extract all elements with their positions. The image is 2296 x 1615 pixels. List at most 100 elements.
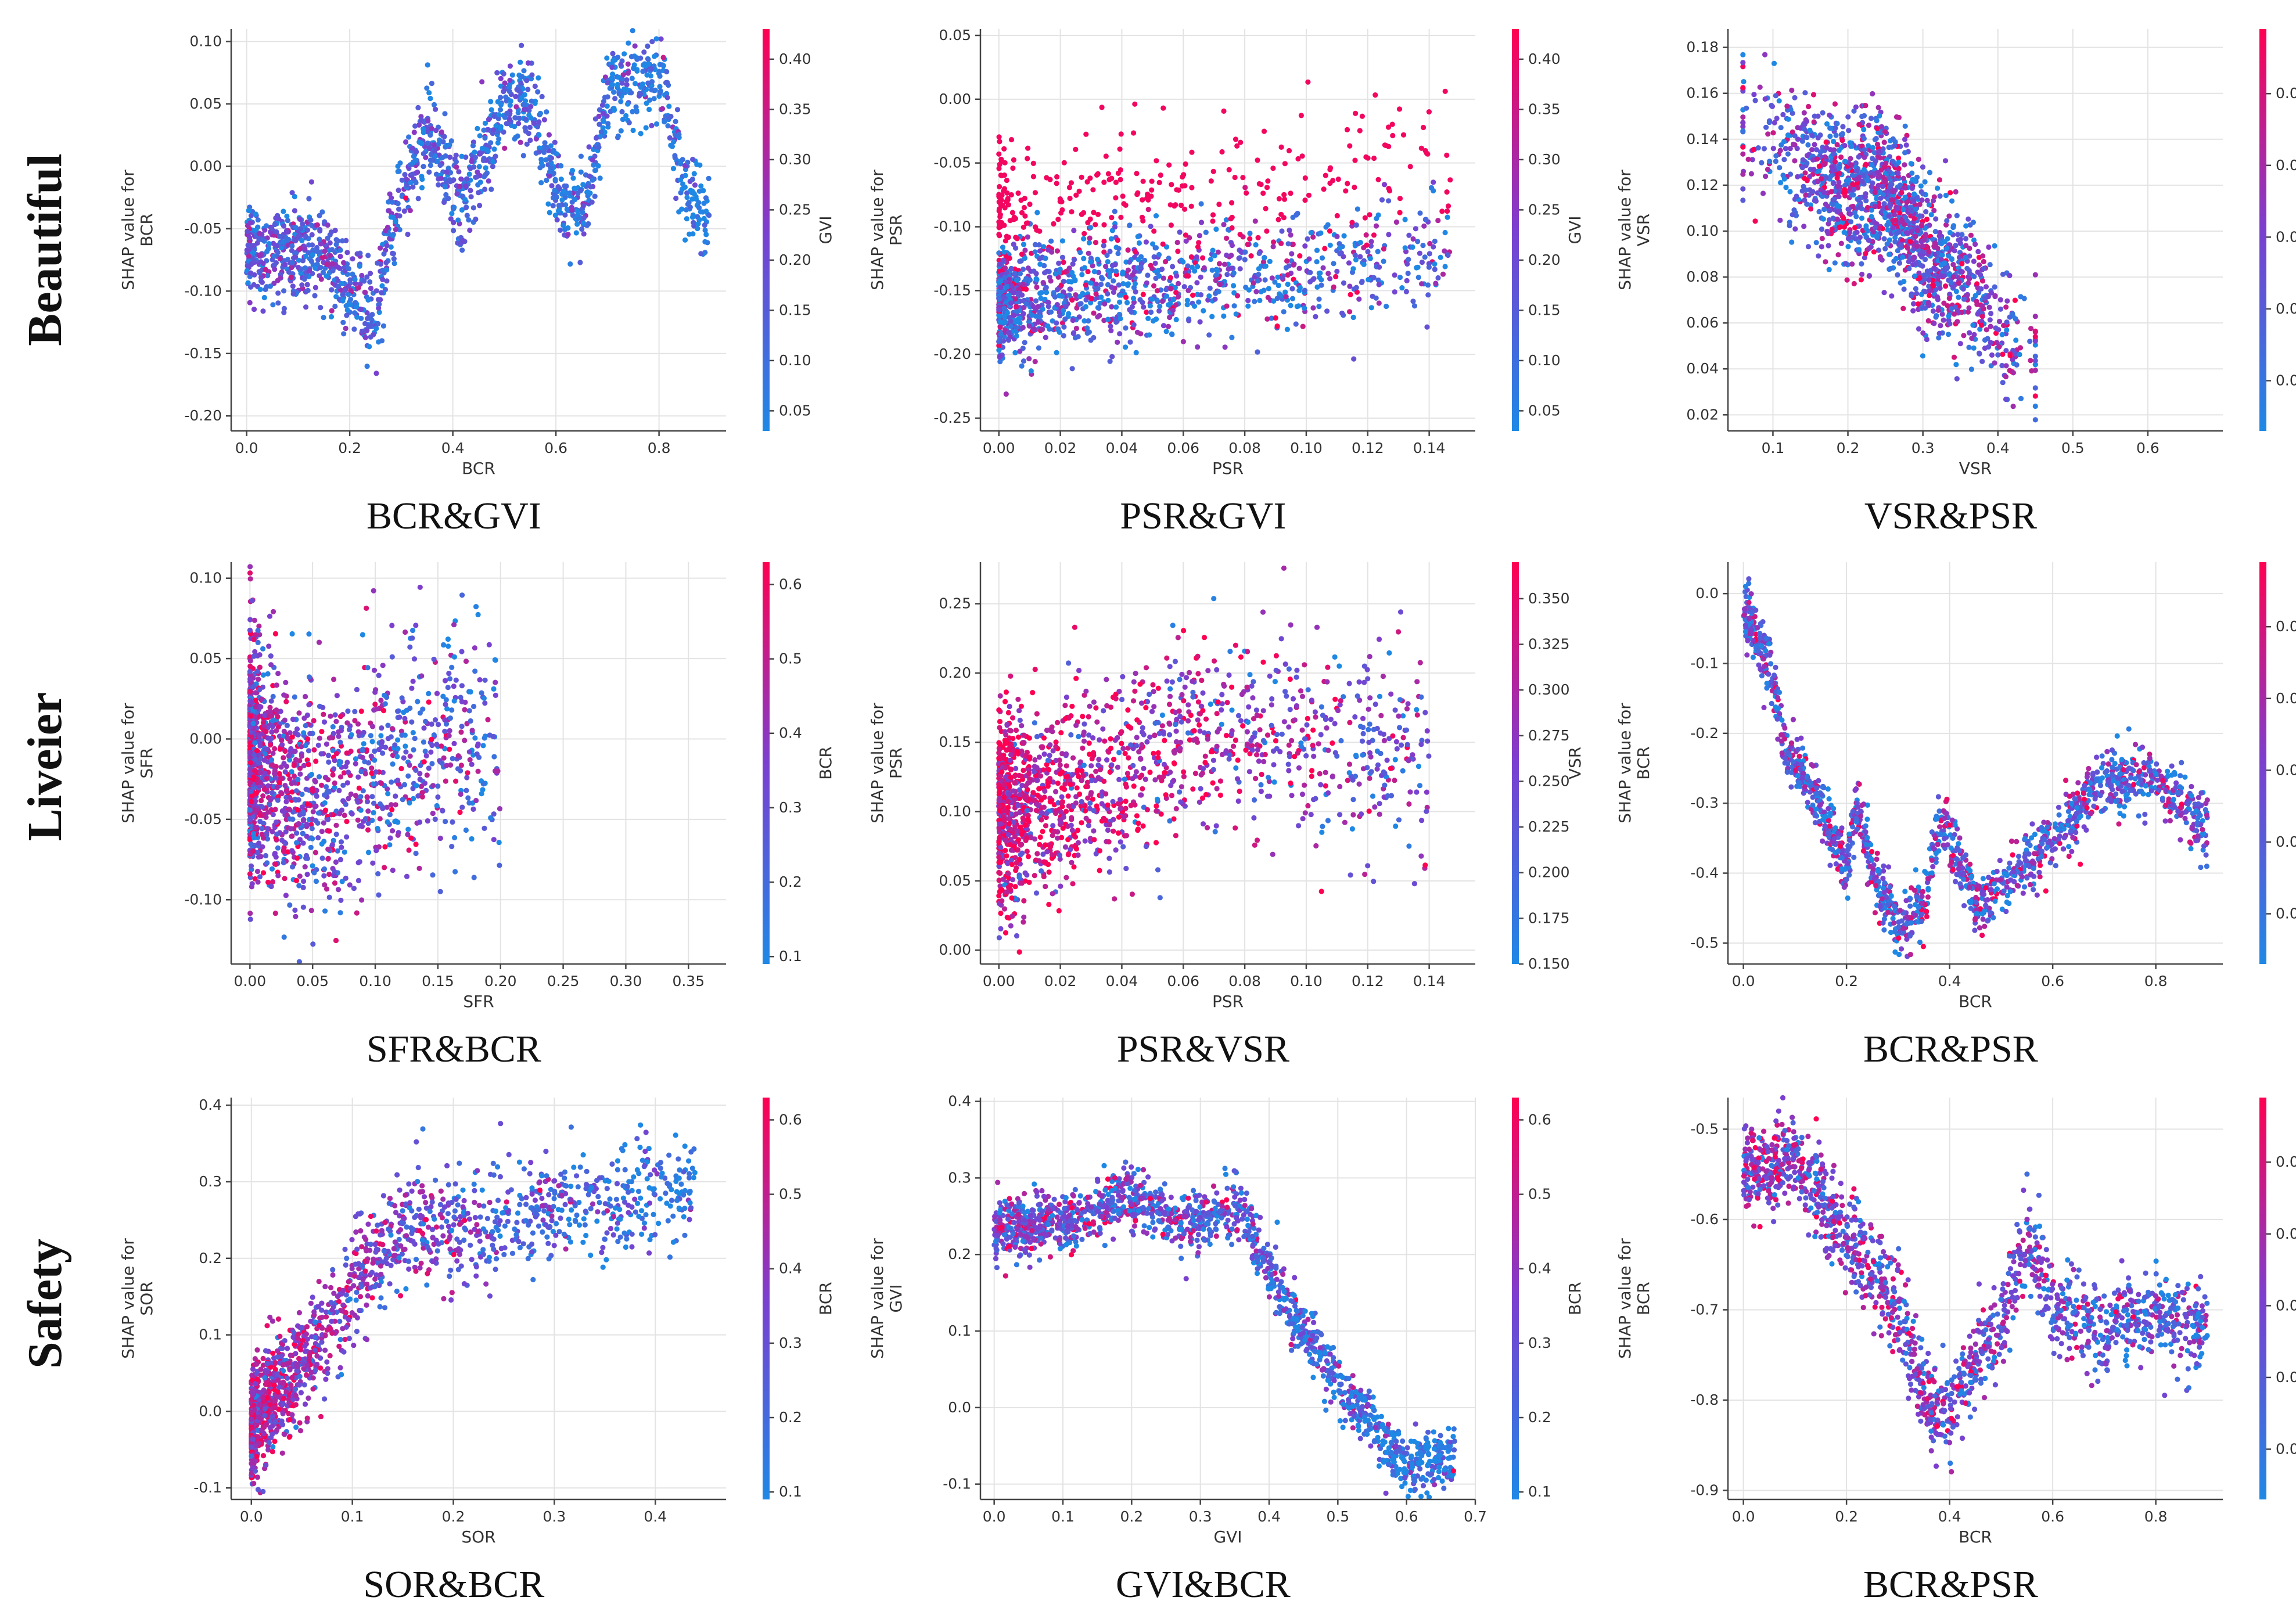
data-point [1196,240,1202,246]
data-point [1772,120,1777,125]
data-point [471,875,477,880]
data-point [1863,103,1869,109]
data-point [395,832,401,838]
data-point [625,70,631,76]
data-point [373,326,379,332]
data-point [359,328,365,334]
data-point [1132,249,1138,254]
data-point [1983,284,1989,290]
data-point [575,212,581,218]
data-point [303,233,309,239]
colorbar-tick-label: 0.30 [779,151,811,168]
y-tick-label: 0.00 [189,157,222,174]
data-point [610,51,616,56]
data-point [1958,268,1964,274]
data-point [1069,297,1075,303]
data-point [1974,298,1979,304]
data-point [501,129,506,135]
data-point [1148,193,1154,199]
y-tick-label: -0.05 [184,220,222,237]
data-point [1136,240,1142,246]
data-point [297,246,303,251]
data-point [494,70,500,75]
data-point [1364,242,1370,248]
data-point [585,221,591,227]
data-point [703,232,709,238]
data-point [1033,271,1039,276]
data-point [538,156,544,163]
data-point [1291,262,1296,268]
data-point [337,247,343,253]
data-point [1012,215,1018,221]
data-point [1800,157,1806,163]
data-point [289,243,295,249]
data-point [1347,309,1353,315]
data-point [644,72,650,78]
data-point [1203,229,1209,235]
data-point [1087,225,1094,231]
data-point [421,164,426,170]
data-point [1095,314,1101,320]
data-point [271,253,277,259]
data-point [649,39,655,45]
data-point [1945,236,1950,242]
data-point [1767,159,1773,164]
data-point [1967,330,1972,336]
data-point [1030,160,1036,166]
data-point [257,286,263,292]
data-point [1185,263,1191,269]
data-point [256,677,261,682]
data-point [1201,265,1207,271]
data-point [335,283,342,290]
data-point [1229,334,1235,340]
data-point [1289,286,1295,292]
data-point [259,279,265,285]
data-point [1005,197,1011,203]
data-point [1118,292,1124,298]
x-tick-label: 0.0 [235,440,258,456]
data-point [1923,289,1928,294]
data-point [1166,302,1172,308]
data-point [1073,146,1079,152]
data-point [1868,116,1874,121]
data-point [365,253,371,258]
data-point [2032,353,2038,359]
data-point [658,36,664,42]
data-point [1740,85,1746,91]
data-point [514,87,520,92]
data-point [1911,254,1917,260]
data-point [247,300,253,305]
data-point [1912,178,1918,184]
data-point [1913,206,1918,212]
data-point [1840,124,1846,130]
data-point [1226,266,1231,272]
data-point [1009,210,1015,215]
data-point [556,208,562,214]
data-point [618,99,624,105]
data-point [1431,179,1436,185]
data-point [565,232,571,238]
data-point [1404,278,1410,283]
data-point [274,229,279,235]
data-point [1919,197,1925,203]
data-point [491,113,497,119]
data-point [1022,247,1028,253]
data-point [594,135,599,141]
data-point [1270,166,1276,171]
colorbar-tick-label: 0.15 [779,301,811,318]
data-point [1813,240,1819,246]
data-point [327,240,333,246]
data-point [1847,140,1853,146]
data-point [293,225,299,231]
data-point [1190,292,1196,298]
data-point [696,205,702,211]
data-point [1987,262,1993,268]
data-point [1181,284,1187,290]
data-point [1044,268,1050,274]
data-point [691,171,697,177]
data-point [1946,313,1952,319]
data-point [445,196,451,202]
data-point [1185,287,1191,293]
data-point [483,165,488,171]
data-point [1215,249,1221,255]
